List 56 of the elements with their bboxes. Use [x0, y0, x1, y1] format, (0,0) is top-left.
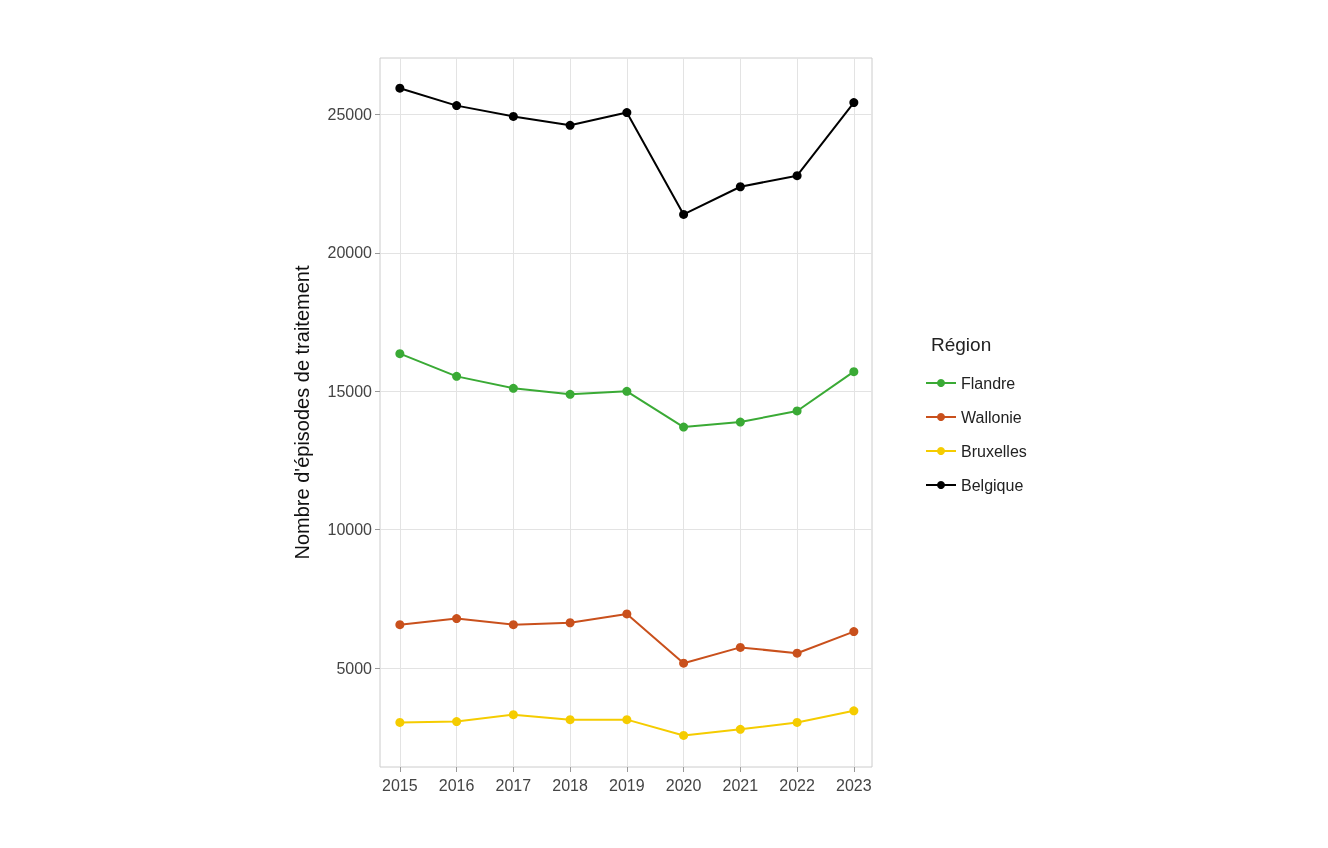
point [679, 209, 689, 219]
point [395, 83, 405, 93]
point [452, 371, 462, 381]
point [452, 101, 462, 111]
point [679, 658, 689, 668]
point [395, 349, 405, 359]
point [622, 108, 632, 118]
point [735, 417, 745, 427]
point [792, 406, 802, 416]
y-tick-label: 10000 [327, 521, 373, 539]
point [508, 710, 518, 720]
legend-label: Wallonie [961, 408, 1022, 426]
point [565, 618, 575, 628]
point [622, 715, 632, 725]
point [508, 383, 518, 393]
point [792, 171, 802, 181]
x-tick-label: 2023 [836, 776, 872, 794]
point [679, 730, 689, 740]
point [849, 627, 859, 637]
point [792, 648, 802, 658]
point [849, 706, 859, 716]
point [565, 120, 575, 130]
point [622, 609, 632, 619]
point [622, 386, 632, 396]
point [395, 620, 405, 630]
x-tick-label: 2017 [495, 776, 532, 794]
point [395, 717, 405, 727]
y-tick-label: 20000 [327, 244, 373, 262]
y-axis-title: Nombre d'épisodes de traitement [291, 265, 313, 560]
point [849, 367, 859, 377]
y-tick-label: 25000 [327, 105, 373, 123]
point [565, 389, 575, 399]
x-tick-label: 2022 [779, 776, 815, 794]
point [792, 717, 802, 727]
point [849, 98, 859, 108]
point [452, 614, 462, 624]
point [735, 724, 745, 734]
x-tick-label: 2015 [382, 776, 418, 794]
y-tick-label: 5000 [336, 659, 373, 677]
point [679, 422, 689, 432]
legend-label: Belgique [961, 476, 1024, 494]
x-tick-label: 2018 [552, 776, 588, 794]
point [508, 111, 518, 121]
point [735, 182, 745, 192]
point [452, 717, 462, 727]
point [508, 620, 518, 630]
x-tick-label: 2020 [665, 776, 702, 794]
x-tick-label: 2021 [722, 776, 759, 794]
y-tick-label: 15000 [327, 382, 373, 400]
point [735, 642, 745, 652]
point [565, 715, 575, 725]
legend-title: Région [931, 334, 992, 355]
legend-label: Bruxelles [961, 442, 1027, 460]
legend-label: Flandre [961, 374, 1016, 392]
x-tick-label: 2019 [609, 776, 645, 794]
x-tick-label: 2016 [438, 776, 475, 794]
